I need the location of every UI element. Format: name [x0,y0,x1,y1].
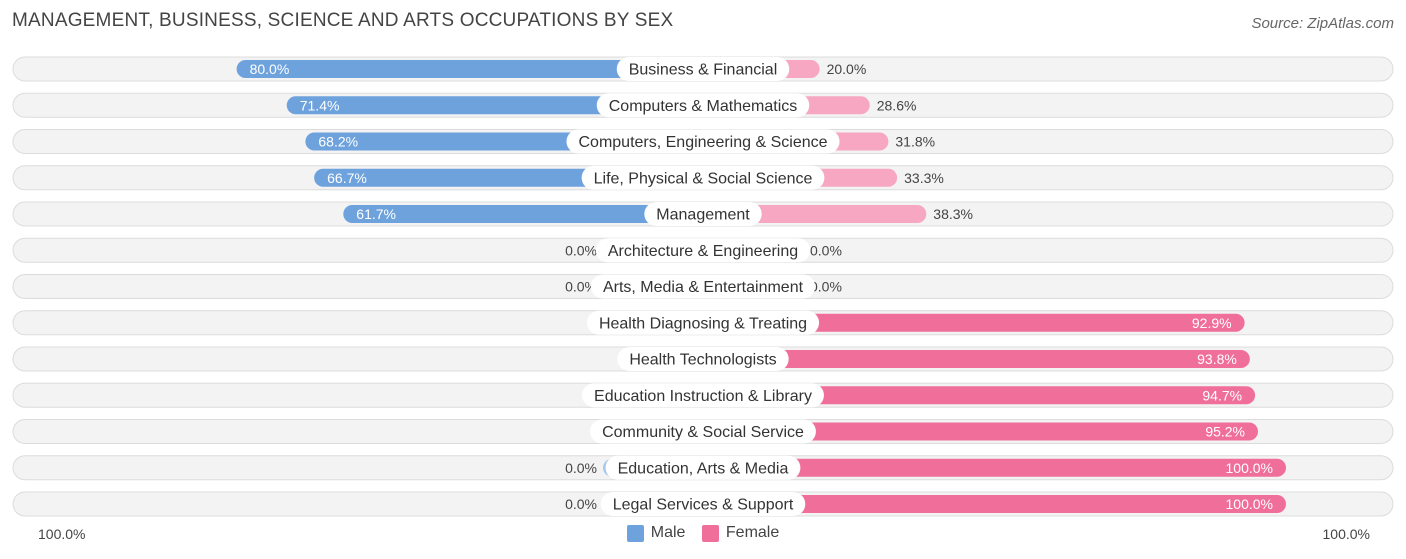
legend-label-female: Female [725,524,780,541]
bar-female [703,458,1286,477]
value-label-female: 0.0% [810,242,842,258]
category-label-background [590,274,816,299]
legend-item-female[interactable]: Female [701,524,780,542]
category-label-background [596,93,810,118]
bar-male [343,205,703,223]
value-label-male: 0.0% [565,279,597,295]
bar-female [703,422,1259,441]
category-label: Health Diagnosing & Treating [599,315,807,332]
category-label-background [566,129,840,154]
value-label-female: 0.0% [810,279,842,295]
category-label: Computers, Engineering & Science [578,134,827,151]
value-label-male: 68.2% [318,134,358,150]
row-12: 0.0% 100.0% Legal Services & Support [12,491,1394,517]
value-label-female: 100.0% [1226,460,1273,476]
bar-female [703,313,1245,332]
category-label-background [582,383,824,408]
category-label-background [595,238,811,263]
bar-female [703,350,1250,368]
row-2: 68.2% 31.8% Computers, Engineering & Scien… [12,129,1394,154]
category-label: Health Technologists [629,352,776,369]
legend-swatch-male [626,524,644,542]
row-8: 6.3%93.8%Health Technologists [12,346,1394,372]
category-label: Arts, Media & Entertainment [603,279,804,296]
row-6: 0.0% 0.0% Arts, Media & Entertainment [12,274,1394,299]
bar-female [703,495,1286,513]
value-label-male: 0.0% [565,460,597,476]
row-0: 80.0% 20.0% Business & Financial [12,56,1394,82]
bar-male [236,60,703,78]
value-label-female: 92.9% [1192,315,1232,331]
value-label-female: 95.2% [1205,424,1245,440]
row-1: 71.4% 28.6% Computers & Mathematics [12,92,1394,118]
category-label-background [616,57,790,81]
value-label-female: 33.3% [904,170,944,186]
row-7: 7.1%92.9%Health Diagnosing & Treating [12,310,1394,336]
row-10: 4.8%95.2%Community & Social Service [12,419,1394,444]
value-label-female: 31.8% [895,134,935,150]
legend: Male Female [0,524,1406,547]
value-label-female: 93.8% [1197,351,1237,367]
row-9: 5.3%94.7%Education Instruction & Library [12,382,1394,408]
axis-right-label: 100.0% [1322,526,1370,542]
category-label-background [590,419,816,444]
value-label-female: 100.0% [1226,496,1273,512]
value-label-male: 0.0% [565,496,597,512]
bar-female [703,386,1256,405]
category-label-background [600,492,806,516]
category-label: Computers & Mathematics [609,98,798,115]
category-label: Architecture & Engineering [608,243,798,260]
category-label: Legal Services & Support [613,497,794,514]
value-label-male: 61.7% [356,206,396,222]
value-label-male: 66.7% [327,170,367,186]
legend-label-male: Male [650,524,686,541]
legend-swatch-female [701,524,719,542]
value-label-female: 38.3% [933,206,973,222]
category-label: Life, Physical & Social Science [594,170,813,187]
category-label-background [605,455,801,480]
category-label-background [586,310,820,335]
category-label-background [617,347,789,371]
chart-title: MANAGEMENT, BUSINESS, SCIENCE AND ARTS O… [12,10,674,31]
category-label-background [581,165,825,190]
value-label-female: 20.0% [827,61,867,77]
row-5: 0.0% 0.0% Architecture & Engineering [12,237,1394,263]
legend-item-male[interactable]: Male [626,524,686,542]
value-label-male: 80.0% [250,61,290,77]
category-label: Management [656,207,750,224]
axis-left-label: 100.0% [38,526,86,542]
row-11: 0.0% 100.0% Education, Arts & Media [12,455,1394,481]
source-credit: Source: ZipAtlas.com [1251,15,1394,32]
row-4: 61.7% 38.3% Management [12,201,1394,227]
category-label: Business & Financial [629,62,778,79]
value-label-male: 0.0% [565,242,597,258]
row-3: 66.7% 33.3% Life, Physical & Social Scienc… [12,165,1394,191]
category-label-background [644,202,762,226]
value-label-female: 94.7% [1202,387,1242,403]
category-label: Community & Social Service [602,424,804,441]
category-label: Education Instruction & Library [594,388,812,405]
value-label-female: 28.6% [877,97,917,113]
category-label: Education, Arts & Media [618,460,789,477]
value-label-male: 71.4% [300,97,340,113]
